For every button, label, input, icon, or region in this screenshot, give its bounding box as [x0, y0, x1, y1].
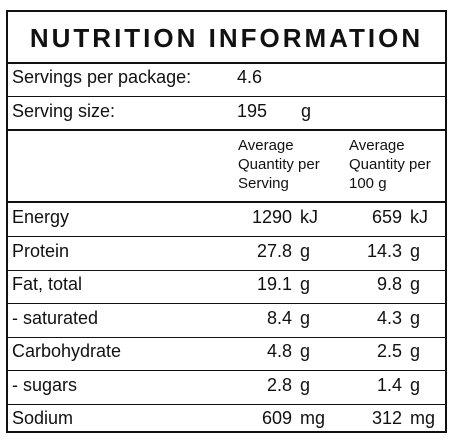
per-serving-unit: g [300, 374, 311, 395]
header-per-100g: Average Quantity per 100 g [349, 137, 431, 192]
per-serving-value: 609 [261, 408, 292, 428]
divider [8, 62, 445, 64]
serving-size-label: Serving size: [12, 101, 116, 121]
nutrient-name: Carbohydrate [12, 341, 122, 361]
per-serving-value: 27.8 [256, 240, 292, 261]
divider [8, 96, 445, 97]
servings-label: Servings per package: [12, 67, 192, 87]
per-serving-unit: g [300, 341, 311, 361]
per-100g-value: 9.8 [376, 274, 402, 294]
nutrition-panel: NUTRITION INFORMATION Servings per packa… [6, 10, 447, 433]
nutrient-name: Energy [12, 207, 70, 227]
serving-size-value: 195 [237, 101, 268, 121]
per-100g-unit: g [410, 240, 421, 261]
panel-title: NUTRITION INFORMATION [29, 23, 424, 53]
per-100g-unit: g [410, 307, 421, 328]
row-divider [8, 336, 445, 338]
per-serving-unit: kJ [300, 207, 318, 227]
row-divider [8, 370, 445, 371]
row-divider [8, 303, 445, 304]
per-serving-value: 1290 [251, 207, 292, 227]
per-100g-unit: kJ [410, 207, 428, 227]
per-serving-unit: g [300, 274, 311, 294]
nutrient-name: Sodium [12, 408, 74, 428]
per-serving-value: 19.1 [256, 274, 292, 294]
nutrient-name: Fat, total [12, 274, 83, 294]
per-serving-value: 4.8 [266, 341, 292, 361]
servings-value: 4.6 [237, 67, 263, 87]
per-100g-value: 659 [371, 207, 402, 227]
per-100g-value: 4.3 [376, 307, 402, 328]
per-serving-value: 8.4 [266, 307, 292, 328]
header-per-serving: Average Quantity per Serving [238, 137, 320, 192]
per-serving-unit: g [300, 240, 311, 261]
per-100g-unit: g [410, 341, 421, 361]
per-100g-unit: g [410, 374, 421, 395]
per-100g-value: 312 [371, 408, 402, 428]
per-serving-value: 2.8 [266, 374, 292, 395]
per-100g-value: 1.4 [376, 374, 402, 395]
row-divider [8, 403, 445, 405]
row-divider [8, 269, 445, 271]
per-serving-unit: mg [300, 408, 326, 428]
nutrient-name: Protein [12, 240, 70, 261]
nutrient-name: - saturated [12, 307, 99, 328]
serving-size-unit: g [301, 101, 312, 121]
per-100g-value: 14.3 [366, 240, 402, 261]
divider [8, 201, 445, 203]
per-100g-value: 2.5 [376, 341, 402, 361]
row-divider [8, 236, 445, 237]
nutrient-name: - sugars [12, 374, 78, 395]
per-100g-unit: mg [410, 408, 436, 428]
divider [8, 129, 445, 131]
per-serving-unit: g [300, 307, 311, 328]
per-100g-unit: g [410, 274, 421, 294]
